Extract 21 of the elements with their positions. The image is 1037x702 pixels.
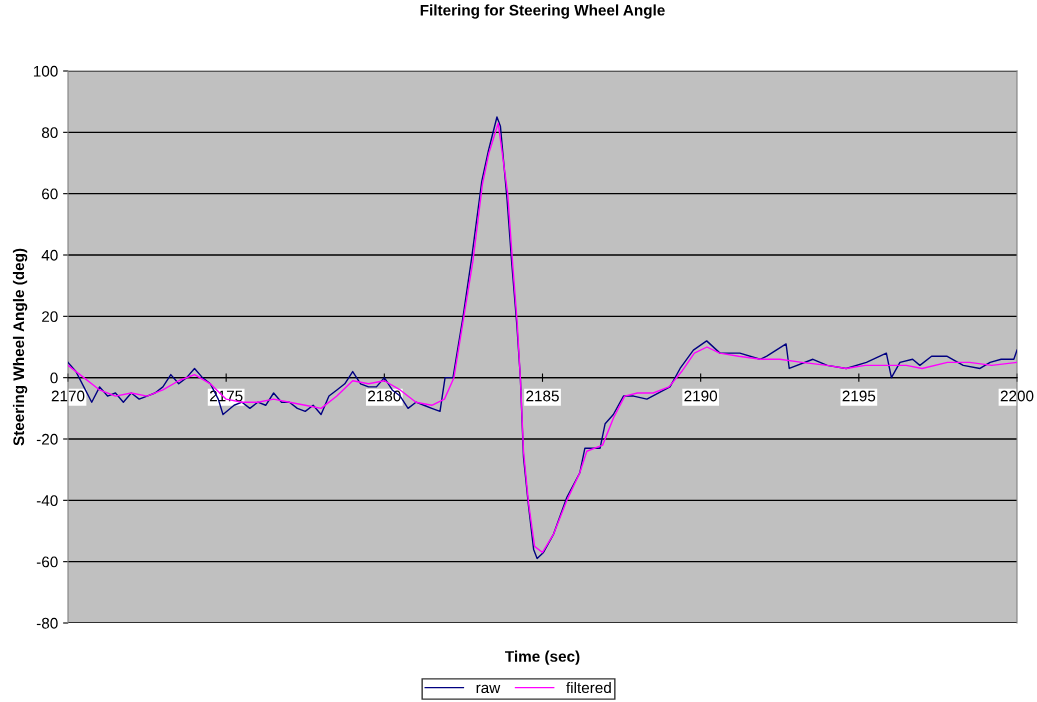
x-axis-title: Time (sec) [505, 650, 580, 665]
y-tick-label: -80 [36, 617, 58, 629]
x-tick-label: 2185 [526, 390, 559, 402]
y-axis-title: Steering Wheel Angle (deg) [12, 248, 28, 446]
y-tick-label: 0 [50, 372, 58, 384]
x-tick-label: 2180 [368, 390, 401, 402]
legend-label: raw [476, 684, 501, 694]
x-tick-label: 2190 [684, 390, 718, 402]
x-tick-label: 2200 [1000, 390, 1034, 402]
y-tick-label: 20 [42, 311, 58, 323]
chart-title: Filtering for Steering Wheel Angle [420, 4, 665, 19]
y-tick-label: 40 [41, 249, 58, 261]
y-tick-label: -40 [36, 495, 58, 507]
x-tick-label: 2195 [842, 390, 876, 402]
x-tick-label: 2170 [51, 390, 85, 402]
y-tick-label: 60 [42, 188, 58, 200]
legend-label: filtered [566, 681, 611, 694]
y-tick-label: 100 [33, 65, 58, 77]
y-tick-label: -60 [36, 556, 58, 568]
y-tick-label: 80 [41, 127, 58, 139]
y-tick-label: -20 [36, 433, 58, 445]
